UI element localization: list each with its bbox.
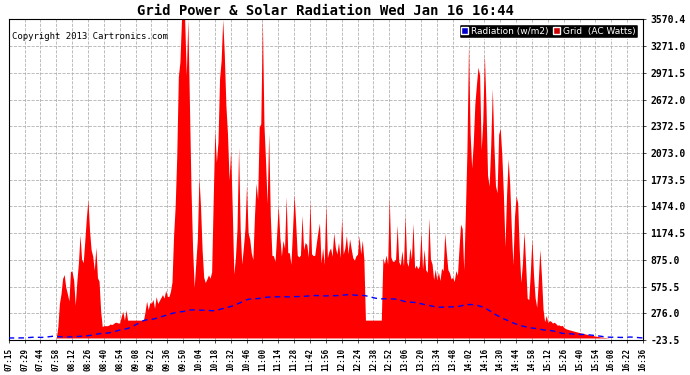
Legend: Radiation (w/m2), Grid  (AC Watts): Radiation (w/m2), Grid (AC Watts) <box>459 24 638 38</box>
Title: Grid Power & Solar Radiation Wed Jan 16 16:44: Grid Power & Solar Radiation Wed Jan 16 … <box>137 4 514 18</box>
Text: Copyright 2013 Cartronics.com: Copyright 2013 Cartronics.com <box>12 32 168 41</box>
